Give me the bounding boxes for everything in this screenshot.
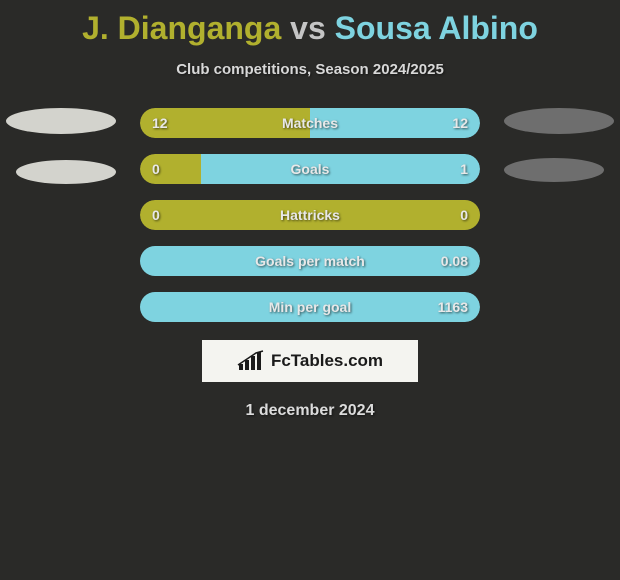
stat-value-left: 0 [152, 207, 160, 223]
logo-text: FcTables.com [271, 351, 383, 371]
bar-left [140, 154, 201, 184]
subtitle: Club competitions, Season 2024/2025 [0, 61, 620, 78]
stat-value-left: 0 [152, 161, 160, 177]
player1-badge-2 [16, 160, 116, 184]
stat-row: 0 0 Hattricks [140, 200, 480, 230]
player2-badge-2 [504, 158, 604, 182]
stat-value-right: 12 [452, 115, 468, 131]
comparison-title: J. Dianganga vs Sousa Albino [0, 0, 620, 47]
stat-row: 0.08 Goals per match [140, 246, 480, 276]
stat-value-right: 0.08 [441, 253, 468, 269]
comparison-chart: 12 12 Matches 0 1 Goals 0 0 Hattricks 0.08 Goals p… [0, 108, 620, 322]
stat-label: Min per goal [269, 299, 351, 315]
bar-right [201, 154, 480, 184]
stat-label: Goals per match [255, 253, 365, 269]
stat-row: 1163 Min per goal [140, 292, 480, 322]
date-text: 1 december 2024 [0, 402, 620, 420]
stat-value-right: 0 [460, 207, 468, 223]
vs-text: vs [290, 10, 326, 46]
player2-name: Sousa Albino [335, 10, 538, 46]
stat-value-right: 1 [460, 161, 468, 177]
player1-badge-1 [6, 108, 116, 134]
stat-label: Hattricks [280, 207, 340, 223]
stat-row: 12 12 Matches [140, 108, 480, 138]
player2-badge-1 [504, 108, 614, 134]
stat-value-right: 1163 [438, 299, 468, 315]
stat-label: Matches [282, 115, 338, 131]
player1-name: J. Dianganga [82, 10, 281, 46]
stat-label: Goals [291, 161, 330, 177]
stat-value-left: 12 [152, 115, 168, 131]
fctables-logo[interactable]: FcTables.com [202, 340, 418, 382]
chart-bars-icon [237, 350, 265, 372]
stat-row: 0 1 Goals [140, 154, 480, 184]
